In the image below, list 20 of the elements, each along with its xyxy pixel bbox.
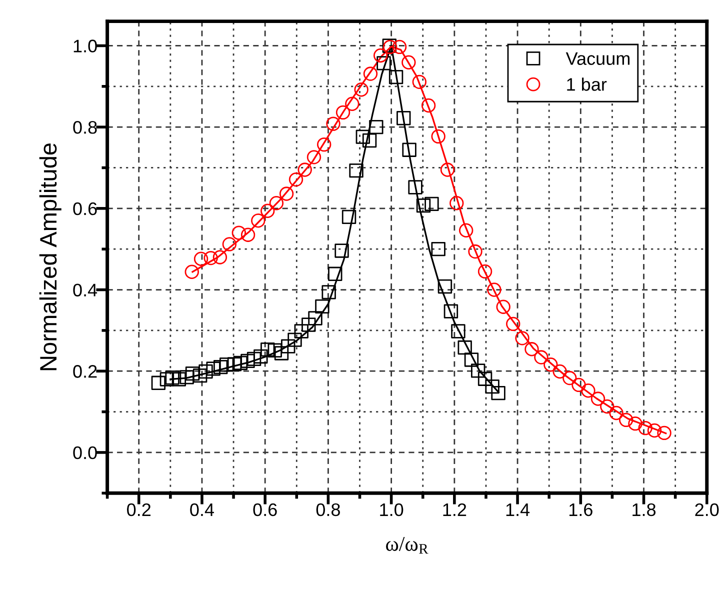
- x-tick-label: 1.4: [506, 504, 530, 516]
- x-tick-label: 0.8: [316, 503, 340, 516]
- y-tick-label: 1.0: [74, 40, 97, 52]
- x-tick-label: 2.0: [695, 503, 719, 516]
- y-tick-label: 0.0: [73, 446, 97, 460]
- x-tick-label: 0.6: [253, 503, 277, 516]
- y-axis-title: Normalized Amplitude: [39, 143, 62, 370]
- x-tick-label: 1.2: [443, 503, 466, 516]
- x-tick-label: 0.4: [190, 503, 214, 516]
- y-tick-label: 0.6: [73, 202, 97, 216]
- x-axis-title: ω/ω$_{R}$: [386, 537, 428, 554]
- x-tick-label: 1.0: [380, 503, 404, 516]
- y-tick-label: 0.2: [73, 365, 97, 378]
- x-tick-label: 1.8: [632, 503, 656, 516]
- legend-label: 1 bar: [567, 78, 607, 91]
- x-tick-label: 0.2: [127, 503, 150, 516]
- y-tick-label: 0.8: [73, 121, 97, 134]
- x-tick-label: 1.6: [569, 503, 592, 516]
- legend-label: Vacuum: [566, 52, 630, 65]
- y-tick-label: 0.4: [73, 284, 98, 296]
